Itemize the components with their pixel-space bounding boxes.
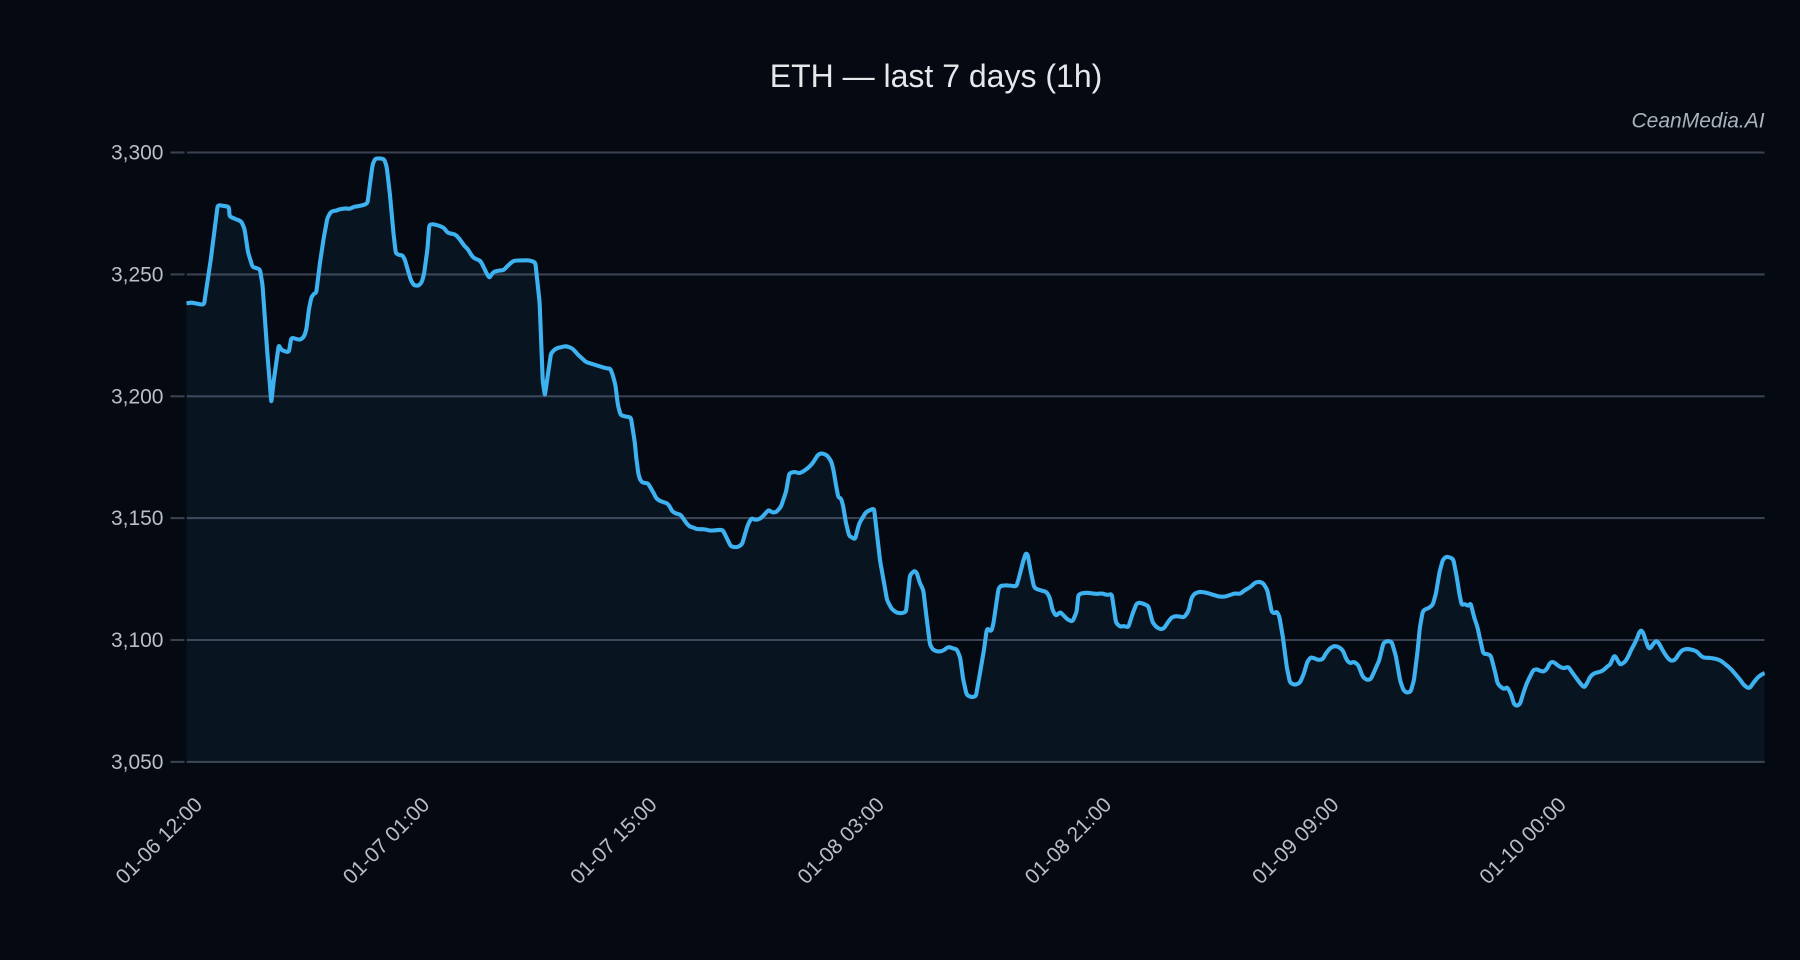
svg-text:01-09 09:00: 01-09 09:00 [1248,793,1344,889]
svg-text:3,200: 3,200 [111,385,164,408]
svg-text:01-08 03:00: 01-08 03:00 [793,793,889,889]
svg-text:01-10 00:00: 01-10 00:00 [1475,793,1571,889]
svg-text:01-06 12:00: 01-06 12:00 [111,793,207,889]
svg-text:3,300: 3,300 [111,142,164,165]
svg-text:01-08 21:00: 01-08 21:00 [1021,793,1117,889]
svg-text:3,050: 3,050 [111,751,164,774]
svg-text:3,100: 3,100 [111,629,164,652]
svg-text:CeanMedia.AI: CeanMedia.AI [1632,110,1765,133]
svg-text:3,250: 3,250 [111,263,164,286]
svg-text:01-07 15:00: 01-07 15:00 [566,793,662,889]
svg-text:01-07 01:00: 01-07 01:00 [339,793,435,889]
svg-text:ETH — last 7 days (1h): ETH — last 7 days (1h) [770,58,1103,94]
svg-text:3,150: 3,150 [111,507,164,530]
